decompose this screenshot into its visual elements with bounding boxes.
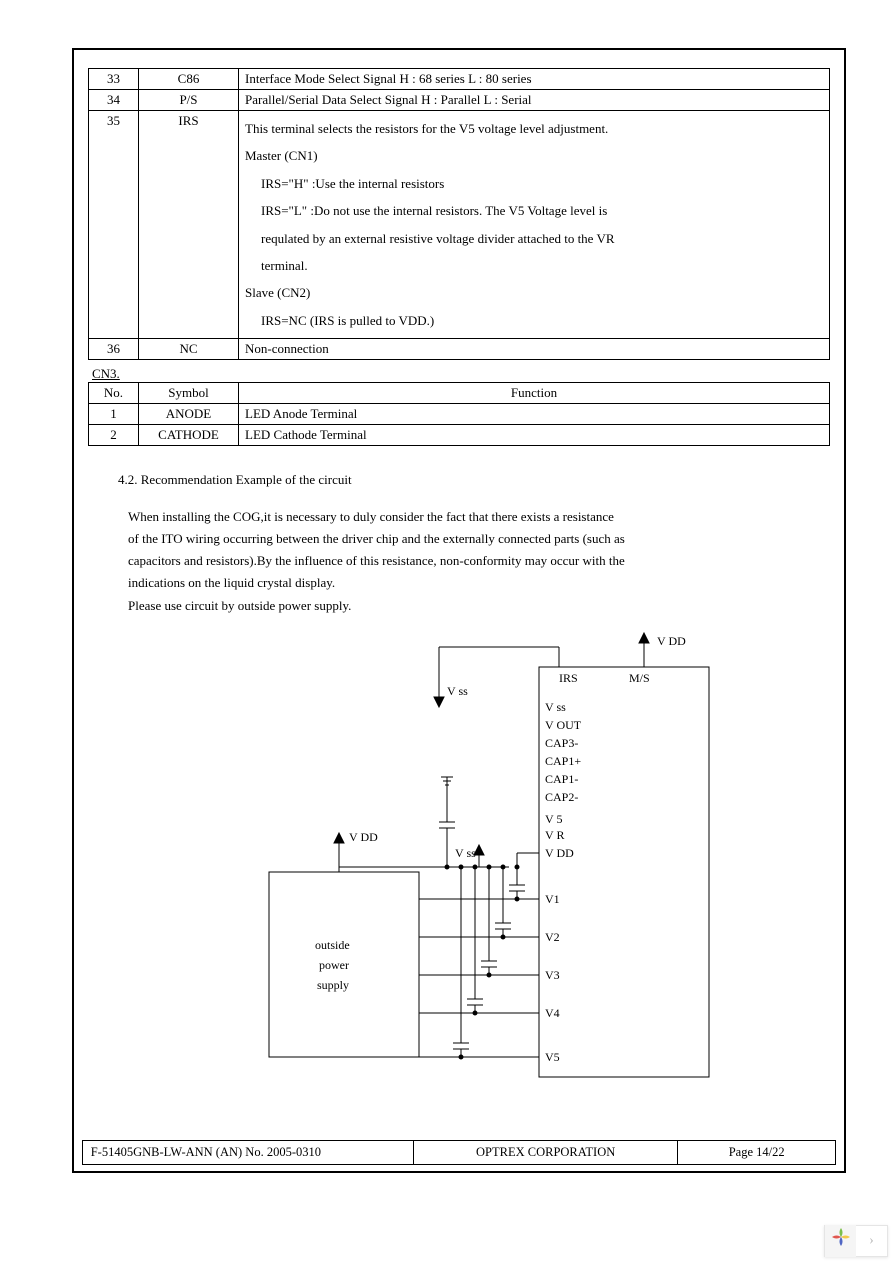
pin-label: V ss: [545, 700, 566, 714]
table-row: 2 CATHODE LED Cathode Terminal: [89, 425, 830, 446]
table-row: 35 IRS This terminal selects the resisto…: [89, 111, 830, 339]
cell-no: 36: [89, 339, 139, 360]
viewer-widget[interactable]: ›: [824, 1225, 888, 1257]
chevron-right-icon[interactable]: ›: [856, 1225, 887, 1257]
label-vss-top: V ss: [447, 684, 468, 698]
pin-label: V5: [545, 1050, 560, 1064]
label-vss-mid: V ss: [455, 846, 476, 860]
cell-symbol: ANODE: [139, 404, 239, 425]
cell-symbol: NC: [139, 339, 239, 360]
cell-no: 2: [89, 425, 139, 446]
pin-label: CAP2-: [545, 790, 578, 804]
body-line: When installing the COG,it is necessary …: [128, 509, 614, 524]
page-sheet: 33 C86 Interface Mode Select Signal H : …: [0, 0, 894, 1263]
body-line: indications on the liquid crystal displa…: [128, 575, 335, 590]
cn3-label: CN3.: [92, 366, 830, 382]
section-title: 4.2. Recommendation Example of the circu…: [118, 472, 830, 488]
footer-right: Page 14/22: [678, 1141, 836, 1165]
cell-symbol: IRS: [139, 111, 239, 339]
fn-line: IRS="L" :Do not use the internal resisto…: [261, 199, 823, 222]
table-row: 1 ANODE LED Anode Terminal: [89, 404, 830, 425]
fn-line: This terminal selects the resistors for …: [245, 117, 823, 140]
footer-left: F-51405GNB-LW-ANN (AN) No. 2005-0310: [82, 1141, 414, 1165]
label-vdd-left: V DD: [349, 830, 378, 844]
pin-table-main: 33 C86 Interface Mode Select Signal H : …: [88, 68, 830, 360]
cell-symbol: C86: [139, 69, 239, 90]
fn-line: IRS="H" :Use the internal resistors: [261, 172, 823, 195]
table-header-row: No. Symbol Function: [89, 383, 830, 404]
cell-function-multiline: This terminal selects the resistors for …: [239, 111, 830, 339]
pin-label: V DD: [545, 846, 574, 860]
pin-label: V R: [545, 828, 564, 842]
box-label: outside: [315, 938, 350, 952]
body-line: of the ITO wiring occurring between the …: [128, 531, 625, 546]
body-line: Please use circuit by outside power supp…: [128, 598, 351, 613]
cell-no: 1: [89, 404, 139, 425]
cell-function: LED Cathode Terminal: [239, 425, 830, 446]
cell-symbol: P/S: [139, 90, 239, 111]
fn-line: IRS=NC (IRS is pulled to VDD.): [261, 309, 823, 332]
fn-line: Master (CN1): [245, 144, 823, 167]
label-irs: IRS: [559, 671, 578, 685]
pin-label: CAP3-: [545, 736, 578, 750]
cell-function: LED Anode Terminal: [239, 404, 830, 425]
header-no: No.: [89, 383, 139, 404]
cell-function: Interface Mode Select Signal H : 68 seri…: [239, 69, 830, 90]
box-label: power: [319, 958, 349, 972]
pin-label: V OUT: [545, 718, 582, 732]
pin-label: V3: [545, 968, 560, 982]
table-row: 33 C86 Interface Mode Select Signal H : …: [89, 69, 830, 90]
box-label: supply: [317, 978, 349, 992]
footer-center: OPTREX CORPORATION: [414, 1141, 678, 1165]
label-vdd-top: V DD: [657, 634, 686, 648]
cell-no: 33: [89, 69, 139, 90]
pin-table-cn3: No. Symbol Function 1 ANODE LED Anode Te…: [88, 382, 830, 446]
pin-label: V4: [545, 1006, 560, 1020]
cell-function: Parallel/Serial Data Select Signal H : P…: [239, 90, 830, 111]
viewer-logo-icon: [825, 1225, 856, 1257]
cell-no: 34: [89, 90, 139, 111]
body-line: capacitors and resistors).By the influen…: [128, 553, 625, 568]
pin-label: V2: [545, 930, 560, 944]
cell-no: 35: [89, 111, 139, 339]
header-symbol: Symbol: [139, 383, 239, 404]
body-paragraph: When installing the COG,it is necessary …: [128, 506, 810, 616]
label-ms: M/S: [629, 671, 650, 685]
table-row: 36 NC Non-connection: [89, 339, 830, 360]
fn-line: Slave (CN2): [245, 281, 823, 304]
fn-line: requlated by an external resistive volta…: [261, 227, 823, 250]
pin-label: V 5: [545, 812, 562, 826]
page-footer: F-51405GNB-LW-ANN (AN) No. 2005-0310 OPT…: [82, 1140, 837, 1165]
cell-function: Non-connection: [239, 339, 830, 360]
table-row: 34 P/S Parallel/Serial Data Select Signa…: [89, 90, 830, 111]
circuit-diagram: <{ }>: [88, 627, 830, 1091]
page-frame: 33 C86 Interface Mode Select Signal H : …: [72, 48, 846, 1173]
fn-line: terminal.: [261, 254, 823, 277]
pin-label: CAP1-: [545, 772, 578, 786]
pin-label: CAP1+: [545, 754, 581, 768]
header-function: Function: [239, 383, 830, 404]
circuit-svg: <{ }>: [199, 627, 719, 1087]
cell-symbol: CATHODE: [139, 425, 239, 446]
pin-label: V1: [545, 892, 560, 906]
